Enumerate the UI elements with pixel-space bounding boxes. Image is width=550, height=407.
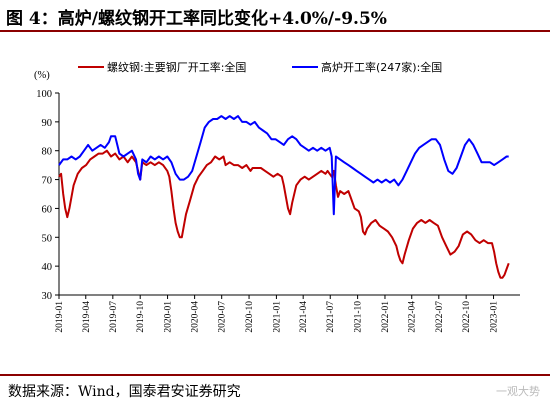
- x-tick-label: 2020-01: [164, 301, 174, 333]
- y-tick-label: 60: [42, 204, 53, 215]
- y-tick-label: 30: [42, 291, 53, 302]
- x-tick-label: 2022-04: [408, 301, 418, 333]
- legend: 螺纹钢:主要钢厂开工率:全国 高炉开工率(247家):全国: [78, 60, 442, 74]
- axes: 30 40 50 60 70 80 90 100 2019-01 2019-04 2019-07 20…: [36, 89, 520, 333]
- y-tick-label: 40: [42, 262, 53, 273]
- y-unit-label: (%): [34, 70, 50, 81]
- legend-label-blast-furnace: 高炉开工率(247家):全国: [321, 60, 442, 74]
- series-line-rebar: [58, 149, 510, 279]
- y-tick-label: 80: [42, 147, 53, 158]
- x-tick-label: 2022-07: [435, 301, 445, 333]
- x-tick-label: 2021-07: [326, 301, 336, 333]
- series-line-blast-furnace: [58, 115, 509, 216]
- x-tick-label: 2023-01: [490, 301, 500, 333]
- x-tick-label: 2019-01: [55, 301, 65, 333]
- source-note: 数据来源：Wind，国泰君安证券研究: [8, 384, 241, 400]
- y-tick-label: 70: [42, 176, 53, 187]
- top-rule: [0, 30, 550, 32]
- x-tick-label: 2020-10: [245, 301, 255, 333]
- x-tick-label: 2019-07: [109, 301, 119, 333]
- chart-title: 图 4：高炉/螺纹钢开工率同比变化+4.0%/-9.5%: [6, 9, 387, 29]
- x-tick-label: 2021-10: [354, 301, 364, 333]
- legend-label-rebar: 螺纹钢:主要钢厂开工率:全国: [107, 60, 246, 74]
- x-tick-label: 2019-04: [82, 301, 92, 333]
- series-layer: [58, 115, 510, 279]
- x-tick-label: 2019-10: [136, 301, 146, 333]
- bottom-rule: [0, 374, 550, 376]
- x-tick-label: 2021-04: [299, 301, 309, 333]
- y-tick-label: 90: [42, 118, 53, 129]
- x-tick-label: 2022-01: [381, 301, 391, 333]
- x-tick-label: 2020-07: [218, 301, 228, 333]
- x-tick-label: 2021-01: [272, 301, 282, 333]
- x-tick-label: 2022-10: [462, 301, 472, 333]
- watermark: 一观大势: [496, 385, 540, 398]
- line-chart: 螺纹钢:主要钢厂开工率:全国 高炉开工率(247家):全国 (%) 30 40 50…: [34, 60, 520, 333]
- x-tick-label: 2020-04: [191, 301, 201, 333]
- y-tick-label: 50: [42, 233, 53, 244]
- y-tick-label: 100: [36, 89, 52, 100]
